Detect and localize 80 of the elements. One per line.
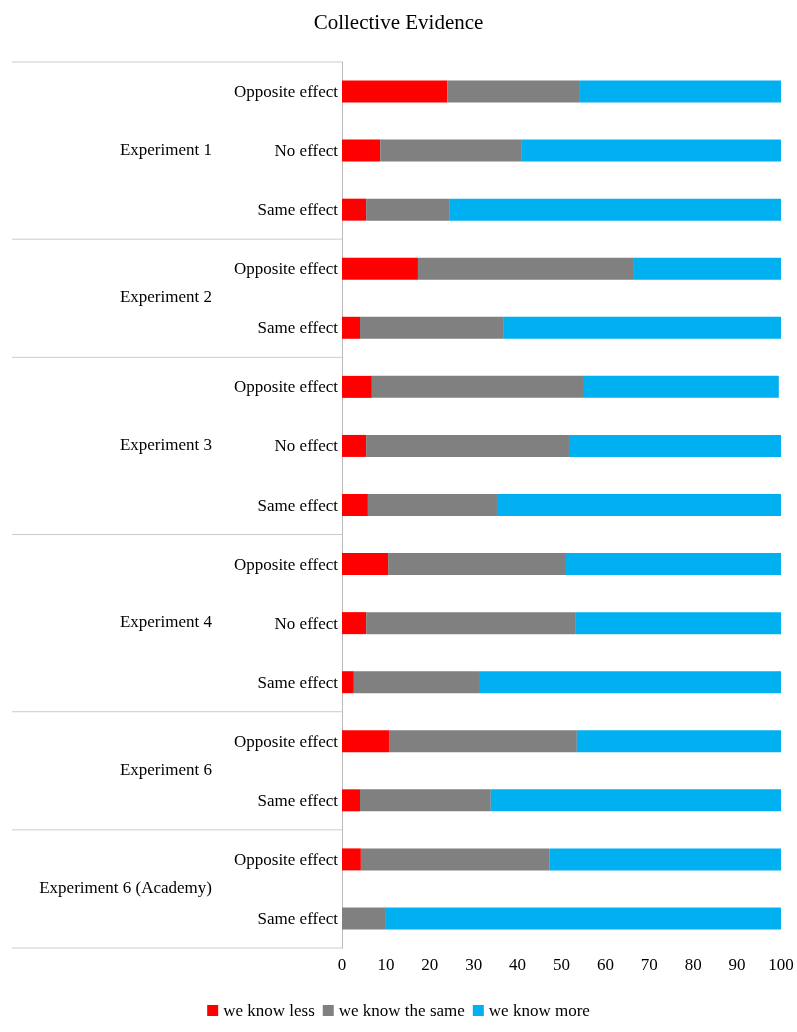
x-tick-label: 90 <box>728 955 746 974</box>
bar <box>449 198 781 221</box>
bar <box>342 434 367 457</box>
chart-title: Collective Evidence <box>313 9 484 34</box>
bar <box>342 257 418 280</box>
bar <box>447 80 580 103</box>
bar <box>366 612 576 635</box>
x-tick-label: 50 <box>553 955 570 974</box>
bar <box>385 907 781 930</box>
bar <box>565 553 781 576</box>
y-tick-label: Same effect <box>257 495 339 515</box>
bar <box>478 671 781 694</box>
bar <box>583 375 779 398</box>
bar <box>342 848 361 871</box>
bar <box>579 80 781 103</box>
bar <box>568 434 781 457</box>
bar <box>342 553 389 576</box>
text: Experiment 6 (Academy) <box>39 877 212 897</box>
bar <box>371 375 584 398</box>
bar <box>342 80 448 103</box>
x-tick-label: 60 <box>596 955 614 974</box>
bar <box>342 671 354 694</box>
x-tick-label: 80 <box>684 955 702 974</box>
y-tick-label: Same effect <box>257 790 339 810</box>
bar <box>342 198 367 221</box>
bar <box>366 434 569 457</box>
bar <box>380 139 522 162</box>
bar <box>360 789 491 812</box>
bar <box>342 316 360 339</box>
bar <box>367 494 497 516</box>
text: Experiment 6 <box>119 759 212 779</box>
y-tick-label: Opposite effect <box>233 377 339 397</box>
text: Experiment 2 <box>119 287 212 307</box>
bar <box>342 375 372 398</box>
legend-label: we know more <box>488 1001 590 1020</box>
bar <box>342 612 367 635</box>
bar <box>388 730 577 753</box>
bar <box>417 257 634 280</box>
bar <box>575 612 781 635</box>
bar <box>360 316 504 339</box>
text: Experiment 1 <box>119 139 212 159</box>
bar <box>366 198 450 221</box>
bar <box>342 789 360 812</box>
y-tick-label: Same effect <box>257 908 339 928</box>
y-tick-label: Same effect <box>257 200 339 220</box>
bar <box>549 848 781 871</box>
bar <box>342 494 368 516</box>
y-tick-label: Opposite effect <box>233 849 339 869</box>
x-tick-label: 20 <box>421 955 439 974</box>
x-tick-label: 70 <box>640 955 658 974</box>
y-tick-label: Opposite effect <box>233 259 339 279</box>
y-tick-label: Opposite effect <box>233 554 339 574</box>
bar <box>342 139 381 162</box>
bar <box>342 730 389 753</box>
bar <box>496 494 781 516</box>
text: Experiment 4 <box>119 612 213 632</box>
bar <box>490 789 781 812</box>
y-tick-label: Same effect <box>257 318 339 338</box>
bar <box>521 139 781 162</box>
y-tick-label: Opposite effect <box>233 731 339 751</box>
bar <box>342 907 386 930</box>
x-tick-label: 30 <box>465 955 483 974</box>
legend-label: we know the same <box>338 1001 465 1020</box>
y-tick-label: Same effect <box>257 672 339 692</box>
legend-label: we know less <box>223 1001 315 1020</box>
y-tick-label: No effect <box>274 613 339 633</box>
y-tick-label: No effect <box>274 436 339 456</box>
text: Experiment 3 <box>119 434 212 454</box>
x-tick-label: 40 <box>509 955 527 974</box>
y-tick-label: Opposite effect <box>233 82 339 102</box>
x-tick-label: 10 <box>377 955 395 974</box>
bar <box>360 848 550 871</box>
bar <box>503 316 781 339</box>
x-tick-label: 100 <box>768 955 794 974</box>
x-tick-label: 0 <box>337 955 347 974</box>
bar <box>633 257 781 280</box>
bar <box>388 553 566 576</box>
bar <box>353 671 479 694</box>
bar <box>576 730 781 753</box>
y-tick-label: No effect <box>274 141 339 161</box>
